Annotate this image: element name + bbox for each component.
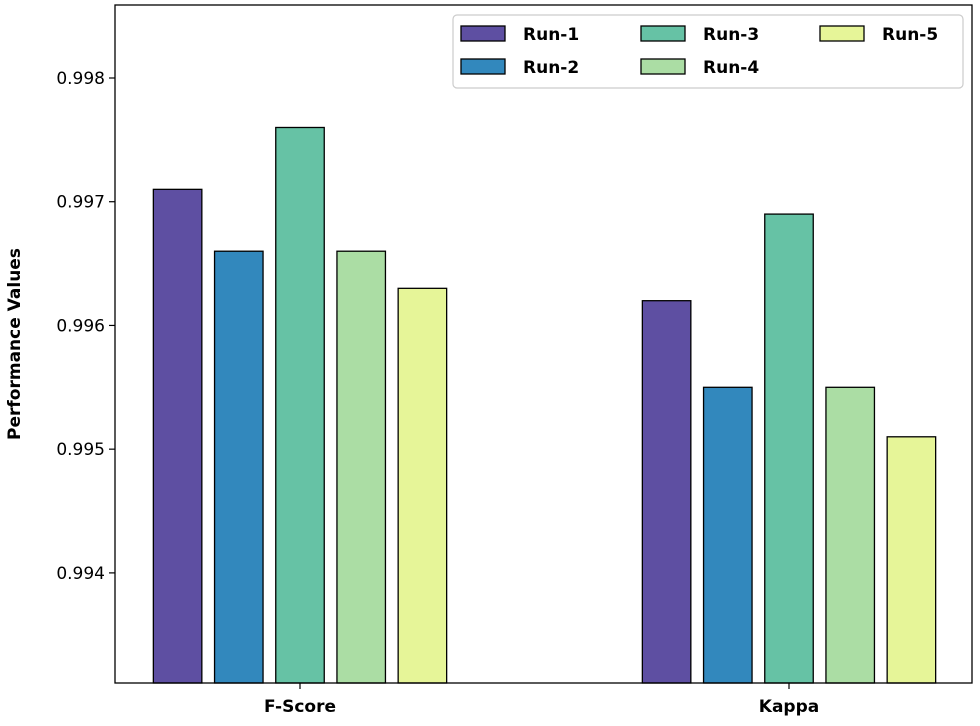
y-axis-label: Performance Values (5, 248, 25, 440)
legend-label: Run-2 (523, 58, 579, 78)
bar-run-5-f-score (397, 287, 448, 684)
plot-frame (114, 4, 973, 684)
legend-swatch-run-5 (819, 25, 865, 42)
bar-run-3-f-score (275, 126, 325, 684)
legend-label: Run-5 (882, 25, 938, 45)
y-tick-label: 0.995 (56, 440, 105, 460)
bar-run-1-f-score (152, 188, 203, 684)
x-tick-label: F-Score (264, 697, 336, 717)
x-tick-label: Kappa (759, 697, 819, 717)
legend-swatch-run-3 (640, 25, 686, 42)
bar-run-4-f-score (336, 250, 387, 684)
bar-run-4-kappa (825, 386, 876, 684)
y-tick-label: 0.997 (56, 193, 105, 213)
legend-label: Run-4 (703, 58, 759, 78)
bar-run-2-kappa (702, 386, 753, 684)
bar-run-2-f-score (213, 250, 264, 684)
legend-label: Run-1 (523, 25, 579, 45)
legend-swatch-run-4 (640, 58, 686, 75)
y-tick-label: 0.994 (56, 564, 105, 584)
legend-swatch-run-1 (460, 25, 506, 42)
y-tick-label: 0.998 (56, 69, 105, 89)
bar-run-3-kappa (764, 213, 814, 684)
legend-label: Run-3 (703, 25, 759, 45)
bar-run-1-kappa (641, 300, 692, 684)
legend-swatch-run-2 (460, 58, 506, 75)
bar-run-5-kappa (886, 436, 937, 684)
y-tick-label: 0.996 (56, 316, 105, 336)
